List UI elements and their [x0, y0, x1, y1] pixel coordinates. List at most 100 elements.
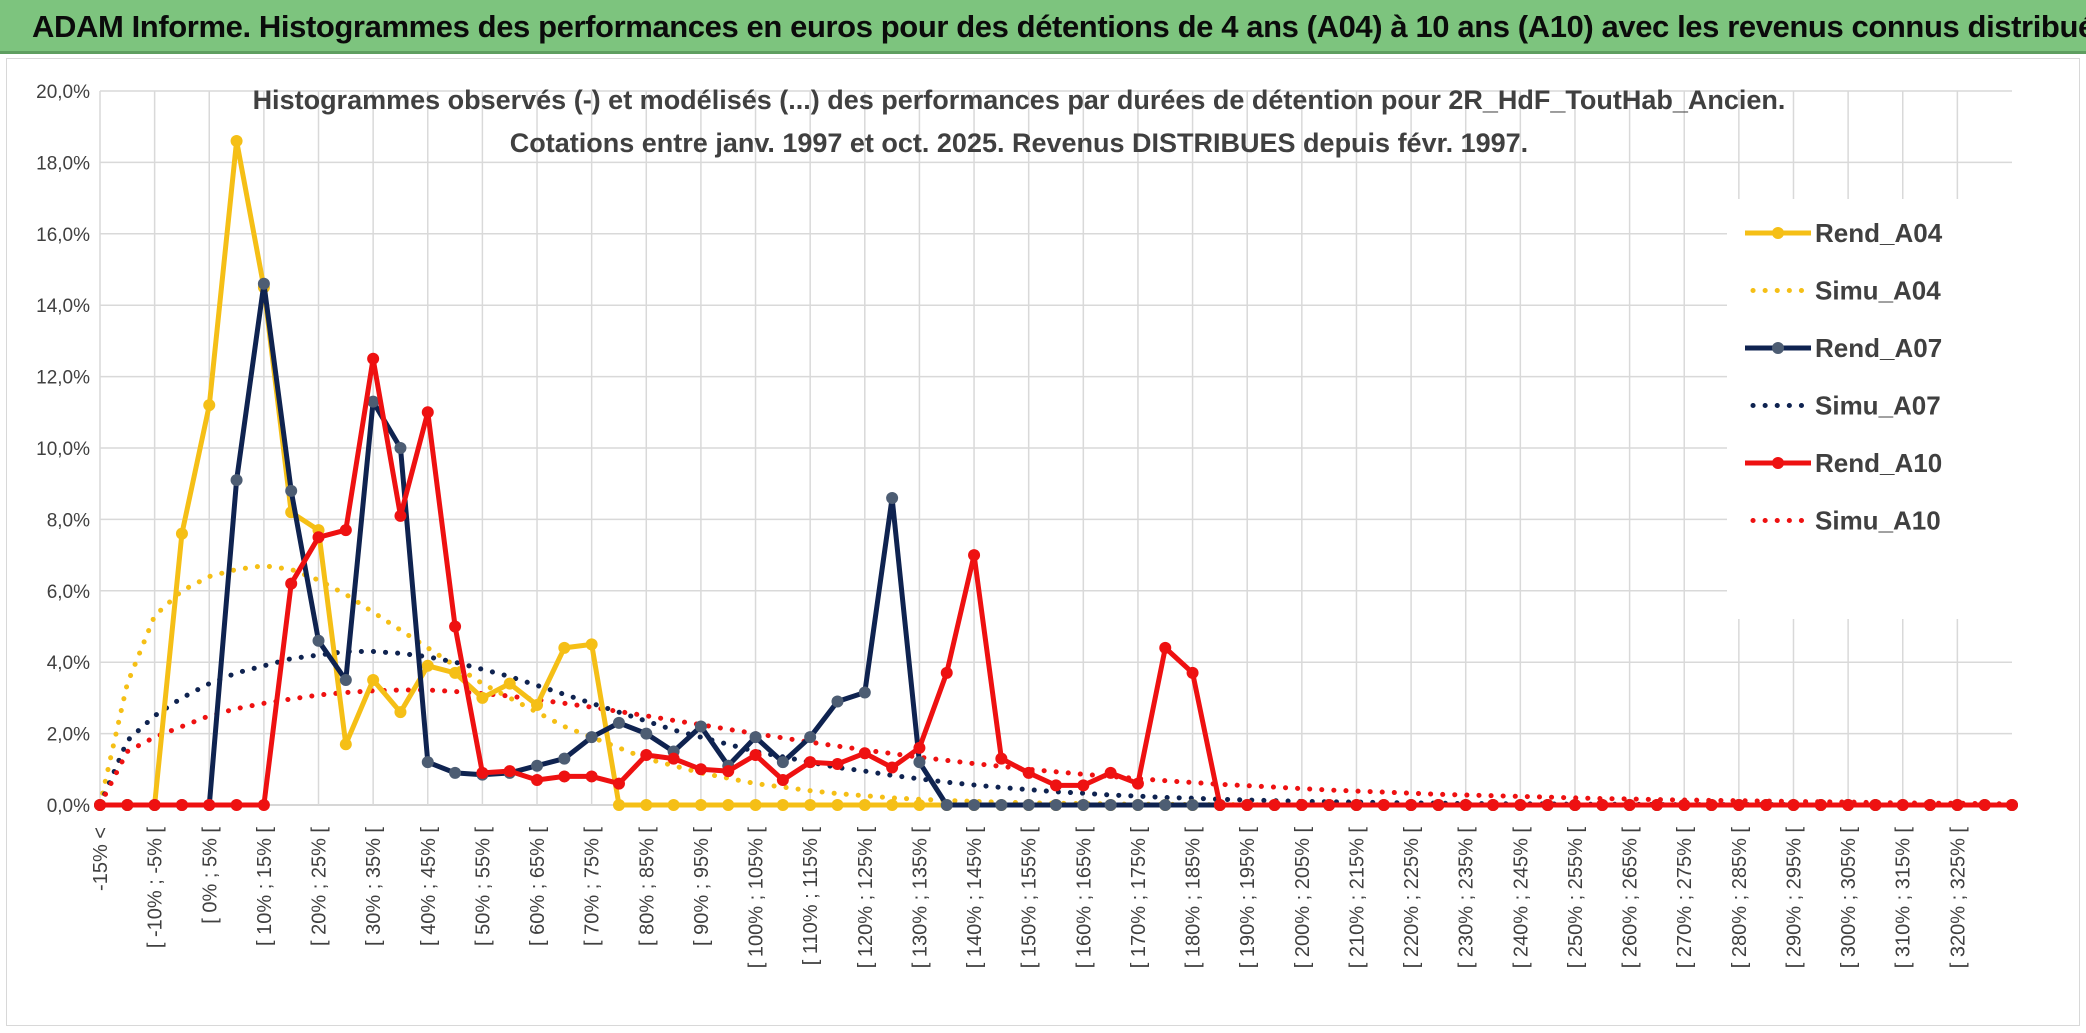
x-tick-label: [ 240% ; 245% [ — [1510, 827, 1532, 969]
x-tick-label: [ -10% ; -5% [ — [145, 827, 167, 949]
legend-marker — [1772, 342, 1784, 354]
data-point — [1787, 799, 1800, 811]
data-point — [1596, 799, 1609, 811]
data-point — [203, 799, 216, 811]
x-tick-label: [ 280% ; 285% [ — [1729, 827, 1751, 969]
data-point — [121, 799, 134, 811]
data-point — [558, 752, 571, 765]
data-point — [1760, 799, 1773, 811]
series-line — [100, 356, 2012, 808]
x-tick-label: [ 10% ; 15% [ — [254, 827, 276, 946]
legend-item: Simu_A07 — [1750, 391, 1941, 421]
x-tick-label: [ 210% ; 215% [ — [1346, 827, 1368, 969]
x-tick-label: [ 100% ; 105% [ — [746, 827, 768, 969]
data-point — [1568, 799, 1581, 811]
x-tick-label: [ 190% ; 195% [ — [1237, 827, 1259, 969]
x-axis: -15% < [ -10% ; -5% [[ 0% ; 5% [[ 10% ; 1… — [90, 827, 1969, 969]
x-tick-label: -15% < — [90, 827, 112, 891]
legend-item: Simu_A10 — [1750, 506, 1941, 536]
legend-marker — [1772, 457, 1784, 469]
data-point — [776, 774, 789, 787]
chart-title: Histogrammes observés (-) et modélisés (… — [253, 85, 1786, 115]
data-point — [421, 756, 434, 769]
legend-label: Simu_A10 — [1815, 506, 1941, 536]
data-point — [858, 686, 871, 699]
data-point — [367, 395, 380, 408]
data-point — [831, 757, 844, 770]
data-point — [312, 531, 325, 544]
data-point — [1869, 799, 1882, 811]
legend-item: Rend_A10 — [1745, 448, 1942, 478]
x-tick-label: [ 270% ; 275% [ — [1674, 827, 1696, 969]
data-point — [1459, 799, 1472, 811]
series-rend-a10 — [94, 352, 2018, 811]
y-tick-label: 14,0% — [36, 296, 90, 317]
data-point — [1405, 799, 1418, 811]
data-point — [449, 620, 462, 633]
legend: Rend_A04 Simu_A04 Rend_A07 Simu_A07 Rend_A10… — [1727, 199, 2017, 619]
data-point — [367, 352, 380, 365]
legend-marker — [1772, 227, 1784, 239]
y-tick-label: 12,0% — [36, 368, 90, 389]
y-tick-label: 8,0% — [47, 510, 90, 531]
data-point — [749, 749, 762, 762]
data-point — [831, 799, 844, 811]
x-tick-label: [ 50% ; 55% [ — [472, 827, 494, 946]
data-point — [1131, 777, 1144, 790]
data-point — [1432, 799, 1445, 811]
data-point — [476, 691, 489, 704]
data-point — [1487, 799, 1500, 811]
data-point — [640, 727, 653, 740]
data-point — [585, 731, 598, 744]
data-point — [640, 749, 653, 762]
data-point — [339, 524, 352, 537]
data-point — [394, 706, 407, 719]
data-point — [394, 509, 407, 522]
data-point — [230, 134, 243, 147]
data-point — [1514, 799, 1527, 811]
data-point — [1924, 799, 1937, 811]
data-point — [940, 799, 953, 811]
histogram-chart: 0,0% 2,0% 4,0% 6,0% 8,0% 10,0% 12,0% 14,0% 16,0%… — [36, 82, 2018, 969]
data-point — [694, 720, 707, 733]
x-tick-label: [ 130% ; 135% [ — [909, 827, 931, 969]
data-point — [449, 766, 462, 779]
x-tick-label: [ 290% ; 295% [ — [1783, 827, 1805, 969]
data-point — [694, 799, 707, 811]
data-point — [1077, 779, 1090, 792]
series-simu-a10 — [97, 687, 2015, 808]
data-point — [230, 474, 243, 487]
series-simu-a04 — [97, 563, 2015, 808]
series-layer — [94, 134, 2018, 811]
data-point — [2006, 799, 2018, 811]
data-point — [886, 491, 899, 504]
data-point — [148, 799, 161, 811]
legend-item: Rend_A07 — [1745, 333, 1942, 363]
data-point — [1951, 799, 1964, 811]
data-point — [175, 799, 188, 811]
x-tick-label: [ 140% ; 145% [ — [964, 827, 986, 969]
data-point — [531, 759, 544, 772]
data-point — [722, 799, 735, 811]
data-point — [940, 666, 953, 679]
legend-label: Rend_A04 — [1815, 218, 1943, 248]
report-title: ADAM Informe. Histogrammes des performan… — [32, 9, 2086, 44]
data-point — [1541, 799, 1554, 811]
data-point — [1377, 799, 1390, 811]
x-tick-label: [ 150% ; 155% [ — [1019, 827, 1041, 969]
data-point — [449, 666, 462, 679]
data-point — [1022, 799, 1035, 811]
x-tick-label: [ 220% ; 225% [ — [1401, 827, 1423, 969]
x-tick-label: [ 30% ; 35% [ — [363, 827, 385, 946]
series-line — [97, 687, 2015, 808]
data-point — [968, 549, 981, 562]
series-line — [100, 138, 2012, 808]
data-point — [858, 747, 871, 760]
data-point — [749, 799, 762, 811]
data-point — [558, 641, 571, 654]
data-point — [312, 634, 325, 647]
data-point — [421, 659, 434, 672]
x-tick-label: [ 250% ; 255% [ — [1565, 827, 1587, 969]
data-point — [1896, 799, 1909, 811]
